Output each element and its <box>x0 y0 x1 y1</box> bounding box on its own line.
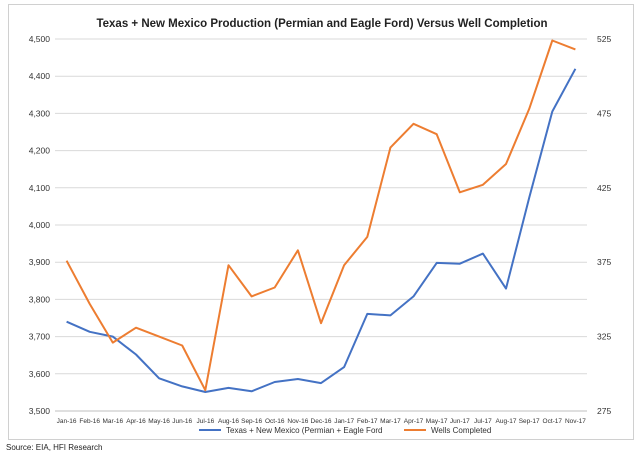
y-right-tick-label: 525 <box>597 34 611 44</box>
x-tick-label: May-17 <box>426 418 448 425</box>
y-right-tick-label: 325 <box>597 332 611 342</box>
y-left-tick-label: 3,500 <box>29 406 51 416</box>
x-tick-label: Jun-17 <box>450 418 470 425</box>
wells-completed-line <box>65 39 576 392</box>
x-tick-label: Apr-17 <box>404 418 424 425</box>
x-tick-label: Jul-16 <box>196 418 214 425</box>
x-tick-label: Feb-17 <box>357 418 378 425</box>
x-tick-label: Dec-16 <box>311 418 332 425</box>
chart-title: Texas + New Mexico Production (Permian a… <box>96 18 547 30</box>
production-line <box>66 68 577 393</box>
legend-label: Wells Completed <box>431 426 491 435</box>
y-left-tick-label: 3,600 <box>29 369 51 379</box>
y-left-tick-label: 3,800 <box>29 294 51 304</box>
x-tick-label: Jan-17 <box>334 418 354 425</box>
y-right-tick-label: 375 <box>597 257 611 267</box>
x-tick-label: May-16 <box>148 418 170 425</box>
x-tick-label: Nov-16 <box>287 418 308 425</box>
x-tick-label: Apr-16 <box>126 418 146 425</box>
y-left-tick-label: 4,300 <box>29 108 51 118</box>
x-tick-label: Sep-16 <box>241 418 262 425</box>
x-tick-label: Aug-16 <box>218 418 239 425</box>
y-left-tick-label: 3,700 <box>29 332 51 342</box>
x-tick-label: Oct-17 <box>543 418 563 425</box>
x-tick-label: Nov-17 <box>565 418 586 425</box>
x-tick-label: Feb-16 <box>79 418 100 425</box>
x-tick-label: Sep-17 <box>519 418 540 425</box>
x-tick-label: Aug-17 <box>496 418 517 425</box>
chart-svg: Texas + New Mexico Production (Permian a… <box>29 18 612 435</box>
x-tick-label: Mar-17 <box>380 418 401 425</box>
x-tick-label: Jan-16 <box>57 418 77 425</box>
y-left-tick-label: 4,000 <box>29 220 51 230</box>
y-left-tick-label: 4,400 <box>29 71 51 81</box>
chart-frame: Texas + New Mexico Production (Permian a… <box>8 4 634 440</box>
x-tick-label: Mar-16 <box>103 418 124 425</box>
y-right-tick-label: 475 <box>597 108 611 118</box>
y-left-tick-label: 4,200 <box>29 146 51 156</box>
legend-label: Texas + New Mexico (Permian + Eagle Ford <box>226 426 383 435</box>
source-note: Source: EIA, HFI Research <box>6 443 103 452</box>
y-left-tick-label: 4,500 <box>29 34 51 44</box>
x-tick-label: Oct-16 <box>265 418 285 425</box>
x-tick-label: Jul-17 <box>474 418 492 425</box>
y-left-tick-label: 4,100 <box>29 183 51 193</box>
x-tick-label: Jun-16 <box>172 418 192 425</box>
y-right-tick-label: 275 <box>597 406 611 416</box>
y-right-tick-label: 425 <box>597 183 611 193</box>
y-left-tick-label: 3,900 <box>29 257 51 267</box>
